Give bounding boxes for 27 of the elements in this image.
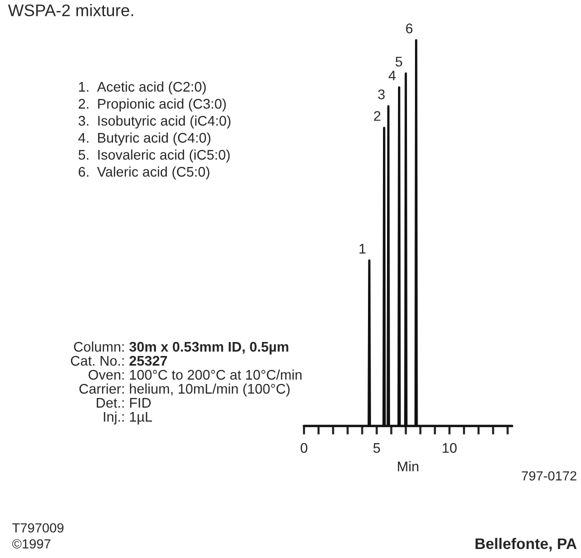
text: 2. Propionic acid (C3:0) [78, 98, 226, 112]
annotation: 3 [378, 89, 385, 100]
annotation: 1 [360, 244, 366, 254]
text: 6. Valeric acid (C5:0) [78, 166, 210, 180]
x-tick-label: 0 [300, 443, 308, 453]
text: T797009 [12, 523, 64, 533]
x-tick-label: 5 [373, 443, 380, 453]
text: 1. Acetic acid (C2:0) [79, 82, 206, 94]
x-tick-label: 10 [442, 443, 457, 453]
text: 5. Isovaleric acid (iC5:0) [78, 150, 230, 162]
annotation: 4 [388, 70, 396, 80]
annotation: 2 [374, 111, 380, 121]
text: 4. Butyric acid (C4:0) [78, 132, 210, 146]
text: Inj.: 1µL [104, 412, 152, 424]
text: WSPA-2 mixture. [8, 4, 134, 16]
text: 3. Isobutyric acid (iC4:0) [78, 116, 230, 128]
text: 797-0172 [522, 471, 576, 481]
text: Column: 30m x 0.53mm ID, 0.5µm [74, 342, 288, 354]
text: Det.: FID [96, 398, 151, 408]
text: Cat. No.: 25327 [70, 356, 168, 366]
text: Bellefonte, PA [476, 538, 577, 552]
text: Oven: 100°C to 200°C at 10°C/min [88, 370, 302, 380]
annotation: 5 [396, 56, 402, 67]
text: ©1997 [12, 539, 50, 549]
text: Carrier: helium, 10mL/min (100°C) [79, 384, 290, 396]
annotation: 6 [406, 24, 412, 34]
x-axis-title: Min [398, 461, 418, 472]
